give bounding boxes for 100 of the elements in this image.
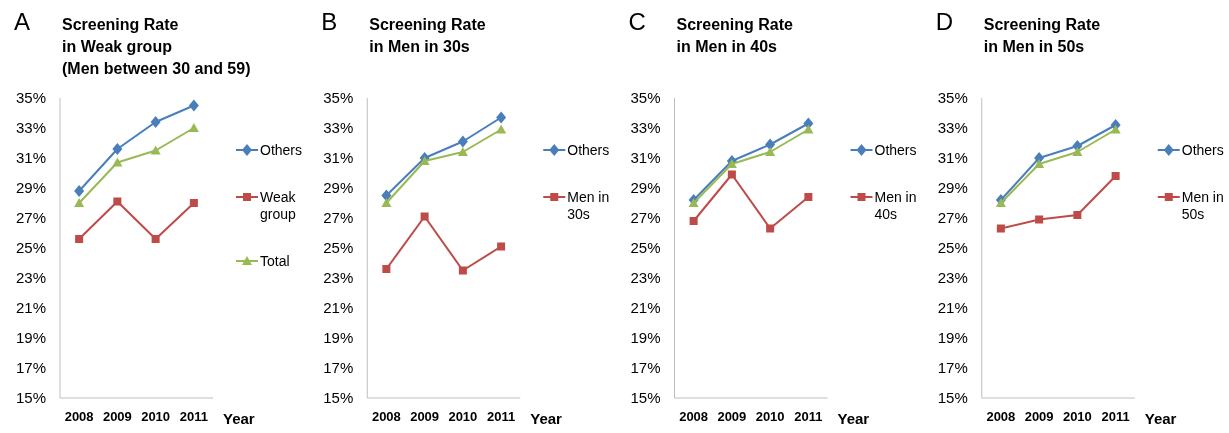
text: A bbox=[14, 8, 31, 35]
legend-label: Others bbox=[567, 141, 610, 158]
y-tick-label: 33% bbox=[15, 119, 46, 137]
text: D bbox=[935, 8, 954, 35]
x-axis-title: Year bbox=[530, 410, 563, 427]
point bbox=[995, 198, 1006, 207]
point bbox=[151, 235, 160, 243]
y-tick-label: 15% bbox=[630, 389, 661, 407]
point bbox=[112, 157, 123, 167]
text: C bbox=[628, 8, 646, 35]
point bbox=[75, 235, 84, 243]
y-tick-label: 25% bbox=[630, 239, 661, 257]
y-tick-label: 27% bbox=[630, 209, 661, 227]
y-tick-label: 33% bbox=[323, 119, 354, 137]
x-axis-title: Year bbox=[1144, 410, 1177, 427]
chart-title: Screening Rate in Weak group (Men between 30 and 59) bbox=[62, 16, 251, 77]
y-tick-label: 21% bbox=[15, 299, 46, 317]
y-tick-label: 29% bbox=[630, 179, 661, 197]
point bbox=[497, 242, 506, 251]
y-tick-label: 29% bbox=[323, 179, 354, 197]
x-tick-label: 2011 bbox=[487, 409, 516, 424]
x-tick-label: 2009 bbox=[717, 409, 747, 424]
y-tick-label: 31% bbox=[937, 149, 968, 167]
x-axis-title: Year bbox=[223, 410, 255, 427]
point bbox=[419, 156, 430, 165]
y-tick-label: 25% bbox=[323, 239, 354, 257]
point bbox=[457, 135, 468, 148]
y-tick-label: 27% bbox=[15, 209, 46, 227]
x-tick-label: 2008 bbox=[371, 409, 401, 424]
point bbox=[188, 123, 199, 132]
point bbox=[496, 111, 507, 124]
legend-label: Others bbox=[874, 141, 917, 158]
y-tick-label: 17% bbox=[323, 359, 354, 377]
y-tick-label: 15% bbox=[323, 389, 354, 407]
x-tick-label: 2011 bbox=[1101, 409, 1130, 424]
y-tick-label: 17% bbox=[630, 359, 661, 377]
x-tick-label: 2008 bbox=[679, 409, 709, 424]
y-tick-label: 33% bbox=[630, 119, 661, 137]
point bbox=[420, 212, 429, 221]
y-tick-label: 21% bbox=[937, 299, 968, 317]
y-tick-label: 29% bbox=[15, 179, 46, 197]
point bbox=[458, 266, 467, 275]
point bbox=[112, 143, 123, 155]
x-tick-label: 2010 bbox=[141, 409, 171, 424]
y-tick-label: 35% bbox=[323, 89, 354, 107]
point bbox=[113, 197, 122, 206]
y-tick-label: 19% bbox=[15, 329, 46, 347]
y-tick-label: 21% bbox=[323, 299, 354, 317]
point bbox=[74, 198, 85, 207]
point bbox=[727, 170, 736, 179]
legend-label: Weak group bbox=[260, 188, 297, 222]
y-tick-label: 23% bbox=[15, 269, 46, 287]
point bbox=[1073, 211, 1082, 219]
y-tick-label: 31% bbox=[323, 149, 354, 167]
y-tick-label: 31% bbox=[15, 149, 46, 167]
y-tick-label: 19% bbox=[323, 329, 354, 347]
x-tick-label: 2009 bbox=[102, 409, 132, 424]
x-tick-label: 2008 bbox=[986, 409, 1016, 424]
point bbox=[1034, 159, 1045, 168]
legend-label: Others bbox=[260, 141, 303, 158]
y-tick-label: 31% bbox=[630, 149, 661, 167]
point bbox=[188, 99, 199, 112]
x-tick-label: 2010 bbox=[448, 409, 478, 424]
y-tick-label: 19% bbox=[937, 329, 968, 347]
legend-label: Others bbox=[1181, 141, 1224, 158]
point bbox=[803, 124, 814, 134]
point bbox=[688, 198, 699, 207]
point bbox=[765, 147, 776, 156]
legend-label: Men in 50s bbox=[1181, 188, 1224, 222]
point bbox=[726, 159, 737, 168]
y-tick-label: 25% bbox=[937, 239, 968, 257]
y-tick-label: 35% bbox=[630, 89, 661, 107]
text: B bbox=[321, 8, 338, 35]
x-tick-label: 2008 bbox=[64, 409, 94, 424]
y-tick-label: 33% bbox=[937, 119, 968, 137]
point bbox=[765, 138, 776, 151]
point bbox=[1111, 172, 1120, 180]
legend-label: Total bbox=[260, 252, 290, 269]
point bbox=[382, 265, 391, 273]
x-tick-label: 2009 bbox=[1024, 409, 1054, 424]
y-tick-label: 15% bbox=[15, 389, 46, 407]
point bbox=[1035, 215, 1044, 224]
y-tick-label: 23% bbox=[937, 269, 968, 287]
chart-title: Screening Rate in Men in 40s bbox=[676, 16, 794, 55]
y-tick-label: 27% bbox=[323, 209, 354, 227]
y-tick-label: 19% bbox=[630, 329, 661, 347]
y-tick-label: 17% bbox=[937, 359, 968, 377]
point bbox=[766, 224, 775, 233]
point bbox=[457, 147, 468, 156]
y-tick-label: 23% bbox=[630, 269, 661, 287]
legend-label: Men in 40s bbox=[874, 188, 917, 222]
x-tick-label: 2010 bbox=[755, 409, 785, 424]
x-tick-label: 2010 bbox=[1062, 409, 1092, 424]
legend-label: Men in 30s bbox=[567, 188, 610, 222]
y-tick-label: 17% bbox=[15, 359, 46, 377]
x-tick-label: 2011 bbox=[794, 409, 823, 424]
point bbox=[804, 193, 813, 201]
y-tick-label: 15% bbox=[937, 389, 968, 407]
y-tick-label: 27% bbox=[937, 209, 968, 227]
x-tick-label: 2011 bbox=[179, 409, 208, 424]
